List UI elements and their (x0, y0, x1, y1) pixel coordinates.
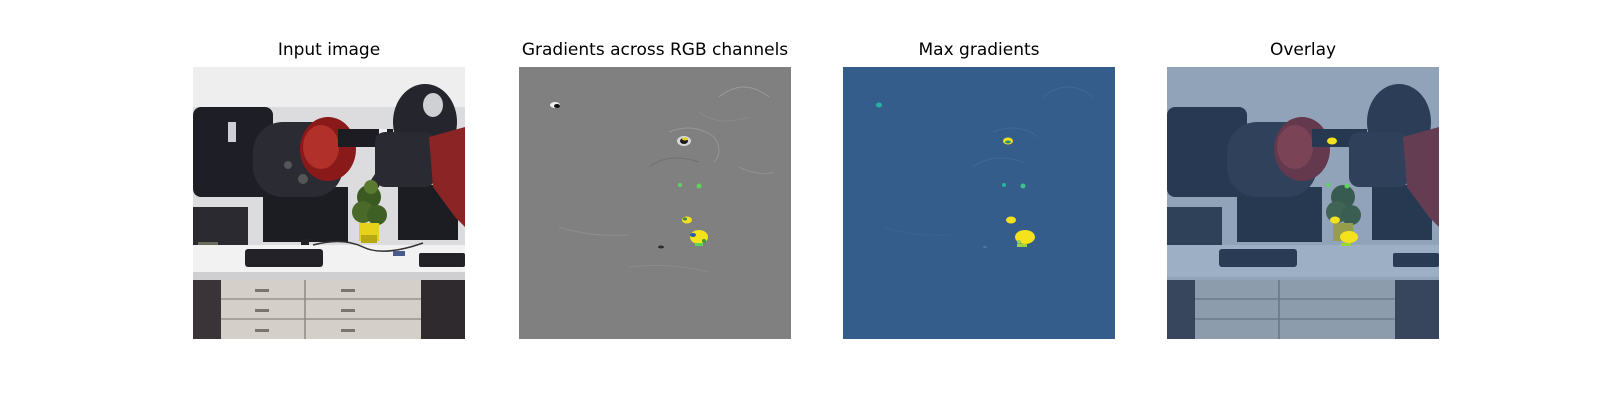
overlay-image (1167, 67, 1439, 339)
input-image (193, 67, 465, 339)
panel-title-max-gradients: Max gradients (918, 40, 1040, 60)
panel-title-input: Input image (277, 40, 381, 60)
panel-title-overlay: Overlay (1269, 40, 1337, 60)
max-gradient-image (843, 67, 1115, 339)
rgb-gradient-image (519, 67, 791, 339)
panel-title-rgb-gradients: Gradients across RGB channels (521, 40, 789, 60)
